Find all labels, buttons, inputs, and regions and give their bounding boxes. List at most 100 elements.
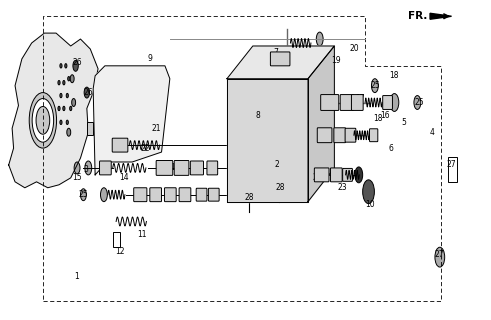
FancyBboxPatch shape <box>208 188 219 201</box>
FancyBboxPatch shape <box>352 95 363 110</box>
Circle shape <box>32 99 54 142</box>
Circle shape <box>284 153 290 164</box>
Circle shape <box>67 128 71 136</box>
Text: 25: 25 <box>414 98 424 107</box>
Polygon shape <box>430 13 452 19</box>
FancyBboxPatch shape <box>317 128 332 143</box>
Circle shape <box>255 153 260 164</box>
Circle shape <box>121 130 124 135</box>
Text: 12: 12 <box>115 247 124 256</box>
Circle shape <box>144 130 147 135</box>
Circle shape <box>68 76 70 81</box>
Bar <box>87 122 93 135</box>
Circle shape <box>241 153 246 164</box>
Circle shape <box>270 93 275 104</box>
Text: 16: 16 <box>380 111 389 120</box>
Text: 28: 28 <box>276 183 285 192</box>
Circle shape <box>65 64 67 68</box>
Text: 26: 26 <box>83 88 93 97</box>
Circle shape <box>81 189 86 201</box>
Text: 14: 14 <box>120 173 129 182</box>
Text: 25: 25 <box>79 190 88 199</box>
Text: 9: 9 <box>148 54 153 63</box>
Text: 7: 7 <box>273 48 278 57</box>
FancyBboxPatch shape <box>179 188 191 202</box>
Circle shape <box>111 106 114 111</box>
Circle shape <box>70 75 74 83</box>
FancyBboxPatch shape <box>370 129 378 142</box>
Text: 10: 10 <box>365 200 375 209</box>
Circle shape <box>149 103 152 108</box>
Text: 24: 24 <box>313 173 323 182</box>
Circle shape <box>128 145 131 151</box>
Circle shape <box>105 73 108 78</box>
Circle shape <box>140 113 143 118</box>
Text: 20: 20 <box>349 44 359 53</box>
Circle shape <box>58 81 60 85</box>
FancyBboxPatch shape <box>196 188 207 201</box>
Circle shape <box>120 83 122 88</box>
FancyBboxPatch shape <box>340 95 354 110</box>
Text: 25: 25 <box>370 81 380 90</box>
Text: 2: 2 <box>275 160 279 170</box>
Circle shape <box>414 96 421 109</box>
Circle shape <box>140 145 143 151</box>
Circle shape <box>372 79 378 92</box>
FancyBboxPatch shape <box>321 95 339 110</box>
Circle shape <box>255 93 260 104</box>
Circle shape <box>435 247 445 267</box>
FancyBboxPatch shape <box>207 161 218 175</box>
Circle shape <box>241 93 246 104</box>
Text: 15: 15 <box>72 173 82 182</box>
Circle shape <box>74 162 80 174</box>
Circle shape <box>134 83 137 88</box>
Circle shape <box>63 81 65 85</box>
FancyBboxPatch shape <box>191 161 203 175</box>
Circle shape <box>241 123 246 134</box>
Polygon shape <box>9 33 98 188</box>
Text: 11: 11 <box>137 230 147 239</box>
Text: 6: 6 <box>388 144 393 153</box>
Text: 22: 22 <box>140 144 150 153</box>
FancyBboxPatch shape <box>345 128 356 142</box>
Circle shape <box>284 93 290 104</box>
Circle shape <box>255 123 260 134</box>
Circle shape <box>152 120 155 125</box>
FancyBboxPatch shape <box>343 168 353 181</box>
Text: FR.: FR. <box>408 11 427 21</box>
Circle shape <box>133 130 136 135</box>
Circle shape <box>60 93 62 98</box>
Circle shape <box>247 193 252 203</box>
Circle shape <box>73 60 78 71</box>
FancyBboxPatch shape <box>156 161 173 175</box>
Text: 17: 17 <box>355 94 365 103</box>
FancyBboxPatch shape <box>112 138 128 152</box>
Circle shape <box>155 135 158 141</box>
FancyBboxPatch shape <box>134 188 147 202</box>
Circle shape <box>72 99 76 107</box>
Circle shape <box>29 92 56 148</box>
Circle shape <box>130 113 132 118</box>
Text: 4: 4 <box>430 128 435 137</box>
Circle shape <box>276 183 281 193</box>
Text: 26: 26 <box>72 58 82 67</box>
Circle shape <box>270 153 275 164</box>
Text: 13: 13 <box>170 164 180 172</box>
Polygon shape <box>93 66 170 175</box>
Bar <box>113 232 120 247</box>
Circle shape <box>66 93 68 98</box>
Polygon shape <box>227 46 334 79</box>
Text: 1: 1 <box>75 272 80 282</box>
FancyBboxPatch shape <box>100 161 111 175</box>
Circle shape <box>270 123 275 134</box>
Circle shape <box>390 93 399 111</box>
Text: 27: 27 <box>435 250 445 259</box>
Text: 27: 27 <box>447 160 456 170</box>
Text: 23: 23 <box>337 183 347 192</box>
FancyBboxPatch shape <box>174 161 189 175</box>
Circle shape <box>36 107 50 134</box>
Circle shape <box>355 167 363 183</box>
FancyBboxPatch shape <box>271 52 290 66</box>
Circle shape <box>58 106 60 111</box>
FancyBboxPatch shape <box>164 188 176 202</box>
